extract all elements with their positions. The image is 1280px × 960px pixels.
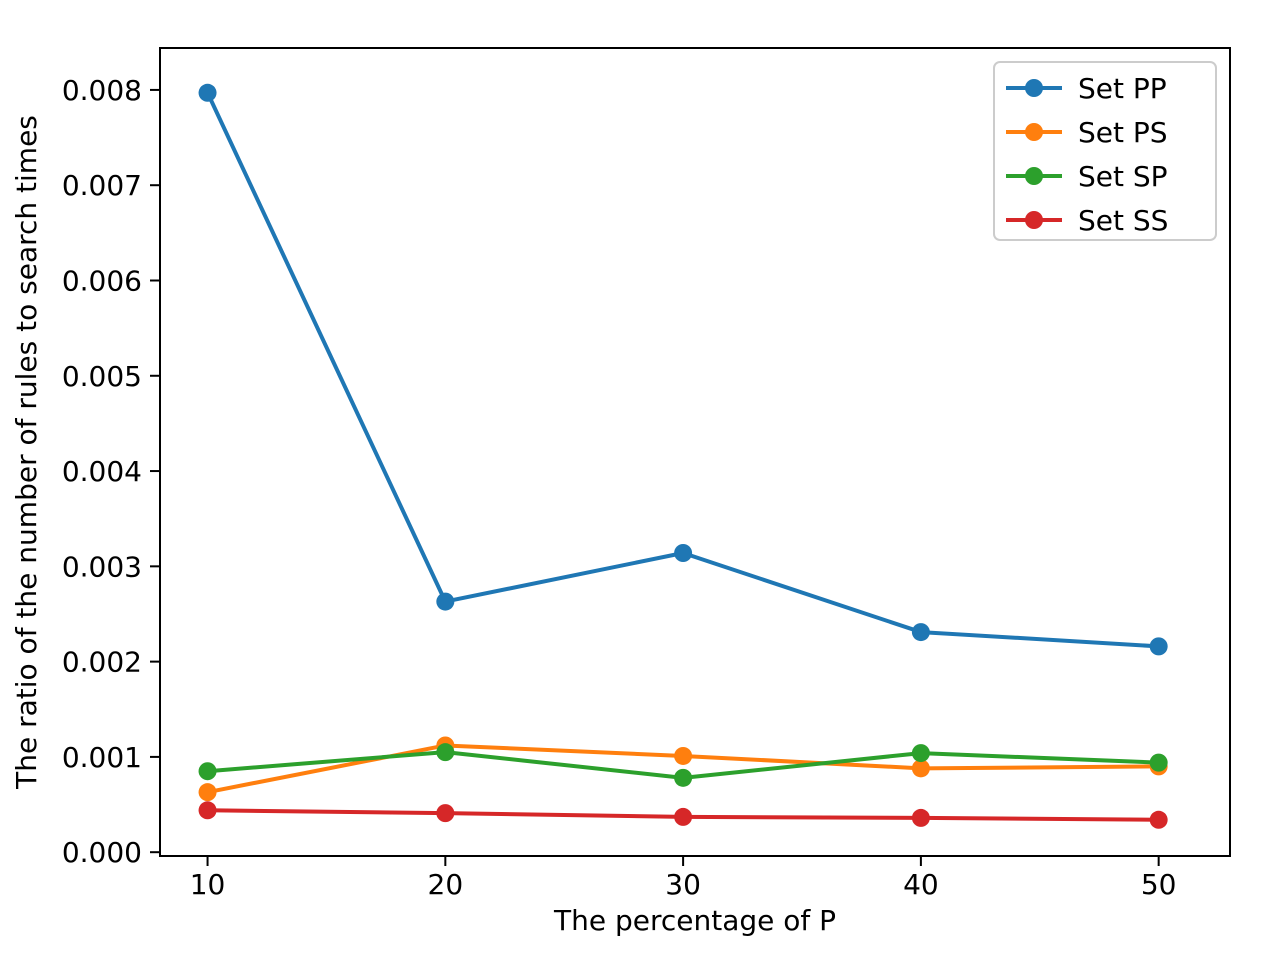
series-marker-set-ss: [436, 804, 455, 823]
legend-marker: [1025, 79, 1043, 97]
y-tick-label: 0.003: [62, 550, 142, 583]
y-axis-label: The ratio of the number of rules to sear…: [10, 115, 43, 790]
series-marker-set-pp: [1149, 637, 1168, 656]
legend-label: Set PP: [1078, 72, 1167, 105]
series-marker-set-ps: [911, 759, 930, 778]
y-tick-label: 0.000: [62, 836, 142, 869]
series-marker-set-ss: [911, 808, 930, 827]
legend-label: Set SS: [1078, 204, 1168, 237]
series-marker-set-ss: [198, 801, 217, 820]
y-tick-label: 0.005: [62, 360, 142, 393]
y-tick-label: 0.002: [62, 646, 142, 679]
x-tick-label: 40: [903, 868, 939, 901]
x-tick-label: 50: [1141, 868, 1177, 901]
series-marker-set-sp: [1149, 753, 1168, 772]
legend-label: Set PS: [1078, 116, 1168, 149]
series-marker-set-ss: [1149, 810, 1168, 829]
legend-marker: [1025, 123, 1043, 141]
y-tick-label: 0.006: [62, 264, 142, 297]
legend-marker: [1025, 211, 1043, 229]
series-marker-set-sp: [674, 768, 693, 787]
x-tick-label: 30: [665, 868, 701, 901]
y-tick-label: 0.004: [62, 455, 142, 488]
series-marker-set-sp: [911, 744, 930, 763]
y-tick-label: 0.008: [62, 74, 142, 107]
series-marker-set-ss: [674, 807, 693, 826]
series-marker-set-sp: [436, 743, 455, 762]
series-marker-set-ps: [674, 746, 693, 765]
legend-marker: [1025, 167, 1043, 185]
series-marker-set-pp: [436, 592, 455, 611]
series-marker-set-pp: [674, 544, 693, 562]
series-marker-set-sp: [198, 762, 217, 781]
x-tick-label: 20: [428, 868, 464, 901]
x-axis-label: The percentage of P: [553, 904, 836, 937]
legend-box: [993, 61, 1217, 241]
plot-border: [159, 47, 1231, 857]
y-tick-label: 0.007: [62, 169, 142, 202]
series-marker-set-pp: [911, 623, 930, 642]
series-marker-set-ps: [198, 783, 217, 802]
legend-label: Set SP: [1078, 160, 1168, 193]
x-tick-label: 10: [190, 868, 226, 901]
y-tick-label: 0.001: [62, 741, 142, 774]
series-marker-set-pp: [198, 83, 217, 102]
